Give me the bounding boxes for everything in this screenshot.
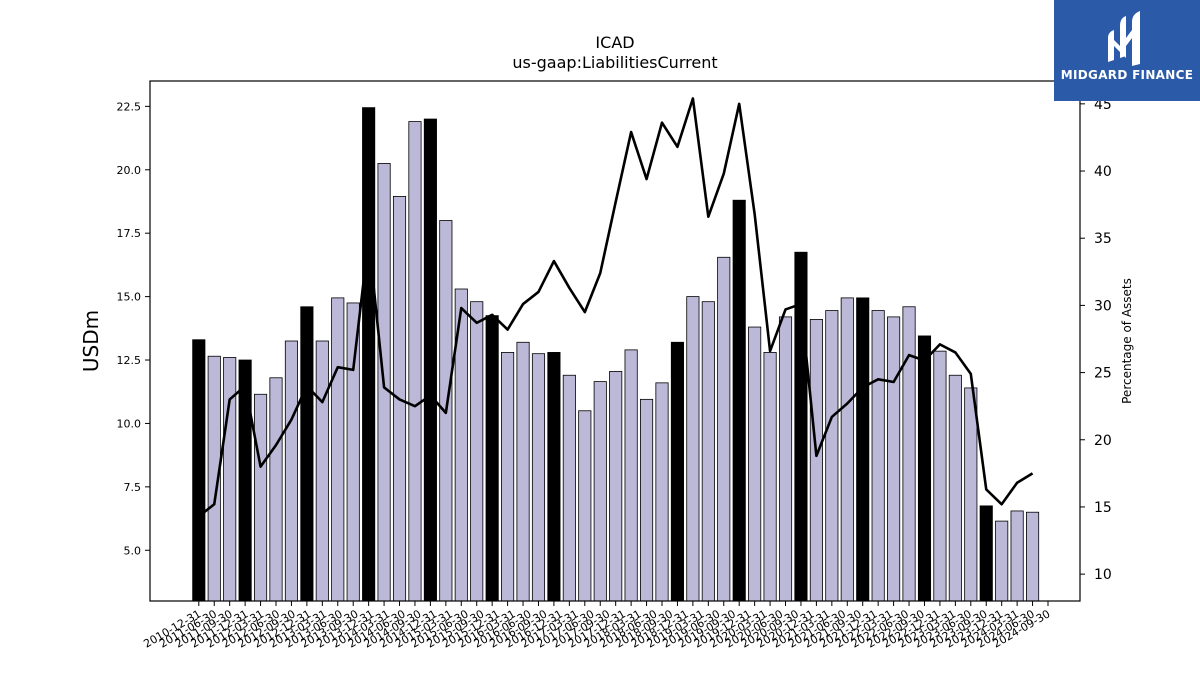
bar — [871, 310, 885, 602]
y-tick-label: 10.0 — [117, 417, 142, 430]
midgard-finance-logo: MIDGARD FINANCE — [1054, 0, 1200, 101]
bar — [269, 377, 283, 602]
y2-axis-label: Percentage of Assets — [1120, 278, 1134, 404]
bar — [995, 520, 1009, 602]
bar — [979, 505, 993, 602]
bar — [562, 374, 576, 602]
bar — [933, 350, 947, 602]
bar — [238, 359, 252, 602]
bar — [763, 352, 777, 602]
bar — [825, 310, 839, 602]
y2-tick-label: 30 — [1094, 298, 1112, 314]
bar — [346, 302, 360, 602]
chart-subtitle: us-gaap:LiabilitiesCurrent — [512, 53, 717, 72]
logo-mark-icon — [1108, 11, 1140, 66]
bar — [732, 199, 746, 602]
bar — [547, 352, 561, 602]
y-tick-label: 5.0 — [124, 544, 142, 557]
y2-tick-label: 25 — [1094, 366, 1112, 382]
bar — [578, 410, 592, 602]
bar — [809, 319, 823, 602]
y-tick-label: 22.5 — [117, 100, 142, 113]
bar — [254, 393, 268, 602]
bar — [609, 371, 623, 602]
series-line — [197, 97, 1034, 518]
y-tick-label: 20.0 — [117, 164, 142, 177]
x-axis: 2010-12-312011-06-302011-09-302011-12-31… — [141, 601, 1053, 651]
y-tick-label: 15.0 — [117, 291, 142, 304]
chart-title: ICAD — [595, 33, 634, 52]
bar — [887, 316, 901, 602]
bars-group — [192, 107, 1040, 602]
bar — [516, 341, 530, 602]
bar — [300, 306, 314, 602]
y2-tick-label: 35 — [1094, 231, 1112, 247]
bar — [748, 326, 762, 602]
bar — [902, 306, 916, 602]
y2-tick-label: 15 — [1094, 500, 1112, 516]
bar — [331, 297, 345, 602]
bar — [423, 118, 437, 602]
bar — [501, 352, 515, 602]
bar — [948, 374, 962, 602]
bar — [593, 381, 607, 602]
bar — [284, 340, 298, 602]
y-tick-label: 17.5 — [117, 227, 142, 240]
bar — [315, 340, 329, 602]
bar — [362, 107, 376, 602]
bar — [192, 339, 206, 602]
bar — [531, 353, 546, 602]
y-tick-label: 7.5 — [124, 481, 142, 494]
bar — [470, 301, 484, 602]
bar — [856, 297, 870, 602]
bar — [686, 296, 700, 602]
bar — [701, 301, 715, 602]
y2-tick-label: 40 — [1094, 164, 1112, 180]
bar — [840, 297, 854, 602]
bar — [485, 315, 499, 602]
bar — [717, 256, 731, 602]
bar — [778, 316, 793, 602]
bar — [917, 335, 932, 602]
bar — [964, 387, 978, 602]
line-group — [197, 97, 1034, 518]
bar — [408, 121, 422, 602]
logo-text: MIDGARD FINANCE — [1060, 68, 1194, 82]
y-tick-label: 12.5 — [117, 354, 142, 367]
y-axis-left: 5.0 7.5 10.0 12.5 15.0 17.5 20.0 22.5 — [117, 100, 150, 557]
bar — [670, 341, 684, 602]
bar — [624, 349, 638, 602]
bar — [655, 382, 669, 602]
bar — [1026, 511, 1040, 602]
bar — [1010, 510, 1024, 602]
y2-tick-label: 10 — [1094, 567, 1112, 583]
bar — [640, 398, 654, 602]
y2-tick-label: 20 — [1094, 433, 1112, 449]
plot-frame — [149, 80, 1081, 602]
y-axis-label: USDm — [79, 310, 103, 372]
